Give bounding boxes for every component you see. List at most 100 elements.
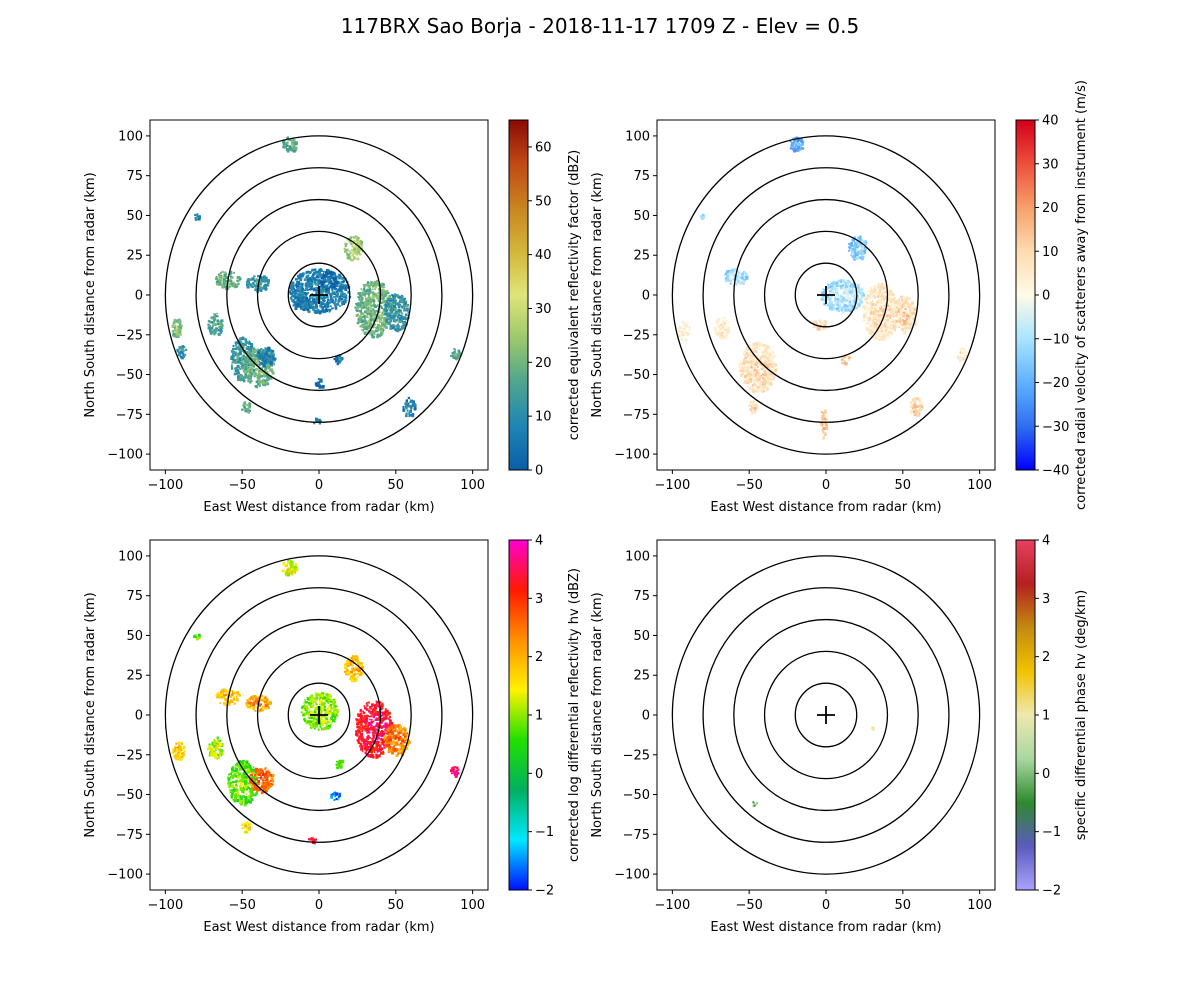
echo-pixel xyxy=(238,277,242,281)
echo-pixel xyxy=(229,279,233,283)
echo-pixel xyxy=(312,273,315,277)
echo-pixel xyxy=(873,309,877,313)
echo-pixel xyxy=(789,140,792,143)
echo-pixel xyxy=(181,353,185,356)
echo-pixel xyxy=(365,290,369,293)
echo-pixel xyxy=(322,272,325,275)
echo-pixel xyxy=(771,355,774,358)
echo-pixel xyxy=(880,294,883,298)
echo-pixel xyxy=(906,299,909,302)
echo-pixel xyxy=(346,285,349,288)
echo-pixel xyxy=(749,377,752,380)
echo-pixel xyxy=(316,420,318,422)
echo-pixel xyxy=(863,249,866,253)
echo-pixel xyxy=(371,285,375,288)
echo-pixel xyxy=(894,297,897,300)
echo-pixel xyxy=(774,370,778,374)
echo-pixel xyxy=(299,288,302,291)
echo-pixel xyxy=(345,285,348,288)
echo-pixel xyxy=(180,320,182,323)
echo-pixel xyxy=(790,142,794,145)
echo-pixel xyxy=(829,295,833,299)
echo-pixel xyxy=(876,295,880,298)
echo-pixel xyxy=(331,290,334,292)
echo-pixel xyxy=(328,310,331,313)
echo-pixel xyxy=(744,368,748,372)
echo-pixel xyxy=(835,298,838,302)
echo-pixel xyxy=(318,383,321,387)
echo-pixel xyxy=(406,402,410,406)
echo-pixel xyxy=(248,373,251,376)
echo-pixel xyxy=(314,312,317,314)
echo-pixel xyxy=(746,381,749,385)
echo-pixel xyxy=(335,291,338,294)
echo-pixel xyxy=(214,329,218,332)
echo-pixel xyxy=(756,373,758,375)
echo-pixel xyxy=(874,316,876,318)
echo-pixel xyxy=(681,321,684,324)
echo-pixel xyxy=(821,326,825,329)
echo-pixel xyxy=(239,337,242,340)
colorbar-tick-label: 40 xyxy=(535,248,552,263)
echo-pixel xyxy=(854,294,856,297)
echo-pixel xyxy=(361,247,363,249)
echo-pixel xyxy=(744,375,747,378)
echo-pixel xyxy=(729,273,732,276)
echo-pixel xyxy=(404,305,407,308)
echo-pixel xyxy=(334,275,337,278)
range-ring xyxy=(702,167,950,423)
range-ring xyxy=(164,135,474,455)
echo-pixel xyxy=(684,338,687,341)
echo-pixel xyxy=(748,348,751,351)
echo-pixel xyxy=(360,244,363,247)
echo-pixel xyxy=(685,325,688,328)
echo-pixel xyxy=(231,355,234,359)
echo-pixel xyxy=(906,314,910,317)
echo-pixel xyxy=(902,327,904,330)
echo-pixel xyxy=(746,346,749,348)
echo-pixel xyxy=(291,299,294,303)
echo-pixel xyxy=(369,310,372,313)
echo-pixel xyxy=(215,327,217,329)
echo-pixel xyxy=(236,341,240,345)
echo-pixel xyxy=(320,281,324,284)
echo-pixel xyxy=(741,274,745,278)
echo-pixel xyxy=(355,314,359,317)
echo-pixel xyxy=(394,328,397,331)
echo-pixel xyxy=(344,301,347,304)
echo-pixel xyxy=(888,325,891,328)
echo-pixel xyxy=(880,327,883,330)
echo-pixel xyxy=(249,348,252,351)
echo-pixel xyxy=(247,367,250,371)
colorbar-tick-label: 0 xyxy=(1042,289,1050,304)
echo-pixel xyxy=(841,287,843,290)
echo-pixel xyxy=(771,365,774,368)
echo-pixel xyxy=(826,295,829,298)
echo-pixel xyxy=(842,302,844,304)
echo-pixel xyxy=(174,324,177,327)
echo-pixel xyxy=(364,331,367,334)
echo-pixel xyxy=(404,297,406,300)
echo-pixel xyxy=(684,327,686,330)
echo-pixel xyxy=(792,148,795,151)
echo-pixel xyxy=(342,279,346,283)
echo-pixel xyxy=(363,303,366,306)
colorbar-tick-label: 50 xyxy=(535,194,552,209)
echo-pixel xyxy=(220,320,223,323)
echo-pixel xyxy=(836,288,839,291)
echo-pixel xyxy=(869,286,873,290)
echo-pixel xyxy=(377,323,380,327)
echo-pixel xyxy=(741,281,745,284)
echo-pixel xyxy=(754,383,757,386)
echo-pixel xyxy=(322,275,324,278)
echo-pixel xyxy=(312,300,316,303)
echo-pixel xyxy=(371,296,374,299)
echo-pixel xyxy=(370,283,373,286)
echo-field xyxy=(671,135,981,455)
echo-pixel xyxy=(750,348,754,352)
echo-pixel xyxy=(872,290,876,294)
echo-pixel xyxy=(878,335,882,338)
echo-pixel xyxy=(681,336,683,339)
echo-pixel xyxy=(758,377,761,380)
